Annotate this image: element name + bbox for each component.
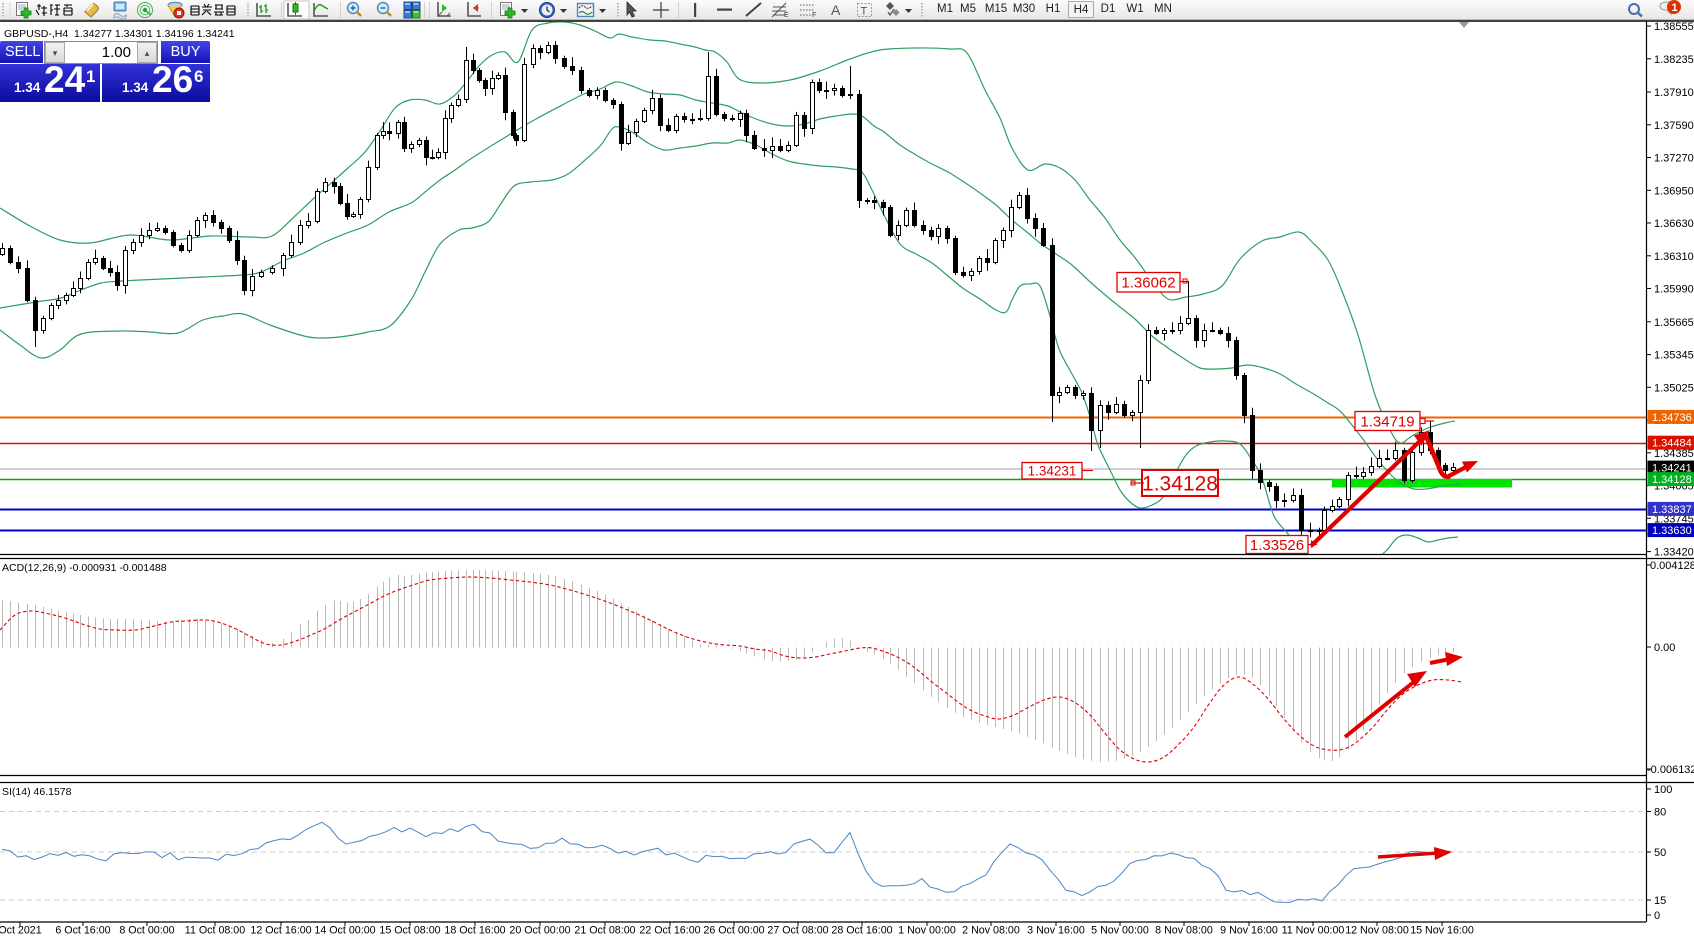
svg-text:11 Nov 00:00: 11 Nov 00:00 xyxy=(1282,925,1345,937)
svg-text:11 Oct 08:00: 11 Oct 08:00 xyxy=(185,925,245,937)
svg-text:20 Oct 00:00: 20 Oct 00:00 xyxy=(509,925,570,937)
svg-text:0.00: 0.00 xyxy=(1654,642,1675,654)
svg-text:1.33420: 1.33420 xyxy=(1654,547,1694,559)
svg-text:1.34719: 1.34719 xyxy=(1360,413,1414,430)
svg-text:1.34241: 1.34241 xyxy=(1652,463,1692,475)
svg-text:18 Oct 16:00: 18 Oct 16:00 xyxy=(444,925,505,937)
svg-text:0.004128: 0.004128 xyxy=(1650,560,1694,572)
svg-text:Oct 2021: Oct 2021 xyxy=(0,925,42,937)
svg-text:27 Oct 08:00: 27 Oct 08:00 xyxy=(767,925,828,937)
svg-text:9 Nov 16:00: 9 Nov 16:00 xyxy=(1220,925,1278,937)
svg-text:1.34231: 1.34231 xyxy=(1028,464,1077,479)
svg-text:2 Nov 08:00: 2 Nov 08:00 xyxy=(962,925,1020,937)
svg-text:22 Oct 16:00: 22 Oct 16:00 xyxy=(639,925,700,937)
svg-text:A: A xyxy=(831,2,841,18)
svg-text:26 Oct 00:00: 26 Oct 00:00 xyxy=(703,925,764,937)
svg-text:6 Oct 16:00: 6 Oct 16:00 xyxy=(55,925,110,937)
svg-text:1.38555: 1.38555 xyxy=(1654,21,1694,33)
svg-text:1: 1 xyxy=(1672,2,1678,14)
svg-text:1.33630: 1.33630 xyxy=(1652,525,1692,537)
svg-text:8 Nov 08:00: 8 Nov 08:00 xyxy=(1155,925,1213,937)
svg-text:12 Nov 08:00: 12 Nov 08:00 xyxy=(1345,925,1409,937)
svg-text:1.35025: 1.35025 xyxy=(1654,382,1694,394)
svg-text:1.36310: 1.36310 xyxy=(1654,251,1694,263)
svg-text:1.34128: 1.34128 xyxy=(1652,474,1692,486)
svg-text:5 Nov 00:00: 5 Nov 00:00 xyxy=(1091,925,1149,937)
svg-text:1.34385: 1.34385 xyxy=(1654,448,1694,460)
svg-text:SI(14) 46.1578: SI(14) 46.1578 xyxy=(2,786,72,798)
svg-text:1.34736: 1.34736 xyxy=(1652,412,1692,424)
svg-text:1.35665: 1.35665 xyxy=(1654,317,1694,329)
svg-text:80: 80 xyxy=(1654,807,1666,819)
svg-text:1.34484: 1.34484 xyxy=(1652,438,1692,450)
svg-text:1.38235: 1.38235 xyxy=(1654,54,1694,66)
svg-text:GBPUSD-,H4 1.34277 1.34301 1.: GBPUSD-,H4 1.34277 1.34301 1.34196 1.342… xyxy=(4,28,235,40)
svg-text:3 Nov 16:00: 3 Nov 16:00 xyxy=(1027,925,1085,937)
svg-text:1.33745: 1.33745 xyxy=(1654,513,1694,525)
svg-text:T: T xyxy=(861,6,868,18)
svg-text:1 Nov 00:00: 1 Nov 00:00 xyxy=(898,925,956,937)
svg-text:12 Oct 16:00: 12 Oct 16:00 xyxy=(250,925,311,937)
svg-text:1.33526: 1.33526 xyxy=(1250,537,1304,554)
svg-text:1.36630: 1.36630 xyxy=(1654,218,1694,230)
svg-text:1.35990: 1.35990 xyxy=(1654,284,1694,296)
svg-text:100: 100 xyxy=(1654,784,1672,796)
svg-text:21 Oct 08:00: 21 Oct 08:00 xyxy=(574,925,635,937)
svg-text:ACD(12,26,9) -0.000931 -0.0014: ACD(12,26,9) -0.000931 -0.001488 xyxy=(2,562,167,574)
svg-text:14 Oct 00:00: 14 Oct 00:00 xyxy=(314,925,375,937)
svg-text:1.37270: 1.37270 xyxy=(1654,153,1694,165)
svg-text:50: 50 xyxy=(1654,847,1666,859)
svg-text:1.37910: 1.37910 xyxy=(1654,87,1694,99)
svg-text:8 Oct 00:00: 8 Oct 00:00 xyxy=(119,925,174,937)
svg-text:0: 0 xyxy=(1654,910,1660,922)
svg-text:1.36062: 1.36062 xyxy=(1121,275,1175,292)
svg-text:15: 15 xyxy=(1654,895,1666,907)
svg-text:15 Oct 08:00: 15 Oct 08:00 xyxy=(379,925,440,937)
svg-text:1.35345: 1.35345 xyxy=(1654,350,1694,362)
svg-text:F: F xyxy=(812,12,816,19)
svg-text:E: E xyxy=(784,12,789,19)
svg-text:1.34128: 1.34128 xyxy=(1142,473,1218,496)
svg-text:1.37590: 1.37590 xyxy=(1654,120,1694,132)
svg-text:-0.006132: -0.006132 xyxy=(1647,764,1694,776)
svg-text:1.36950: 1.36950 xyxy=(1654,185,1694,197)
svg-text:1.33837: 1.33837 xyxy=(1652,504,1692,516)
svg-text:28 Oct 16:00: 28 Oct 16:00 xyxy=(831,925,892,937)
svg-text:15 Nov 16:00: 15 Nov 16:00 xyxy=(1410,925,1474,937)
